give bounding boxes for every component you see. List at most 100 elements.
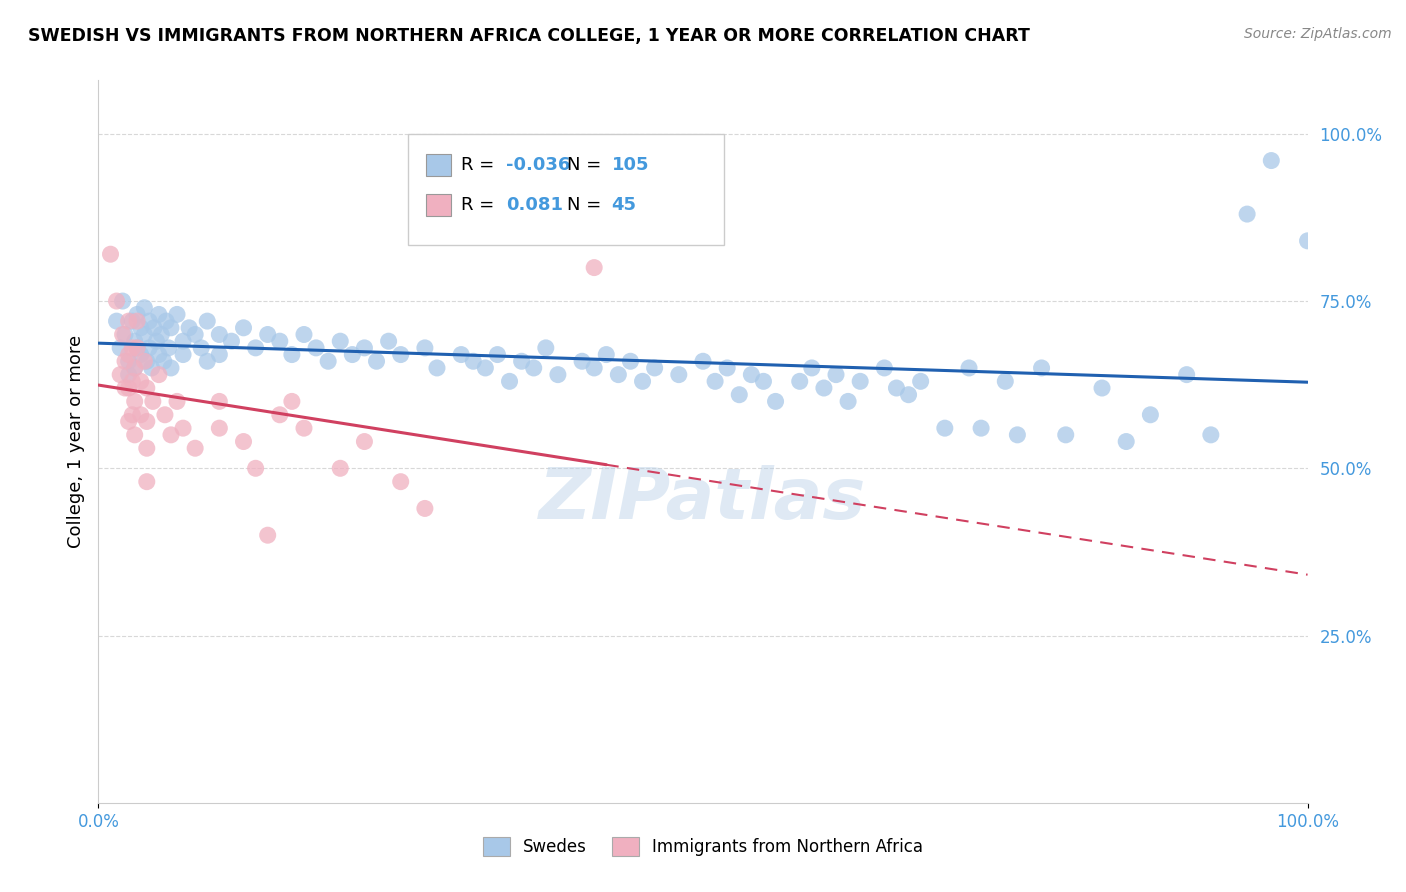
Point bbox=[463, 354, 485, 368]
Point bbox=[155, 314, 177, 328]
Point bbox=[970, 421, 993, 435]
Point bbox=[121, 341, 143, 355]
Point bbox=[121, 375, 143, 389]
Text: 105: 105 bbox=[612, 156, 650, 174]
Point bbox=[1236, 207, 1258, 221]
Point bbox=[172, 348, 194, 362]
Point bbox=[692, 354, 714, 368]
Point bbox=[269, 334, 291, 349]
Point bbox=[583, 361, 606, 376]
Point bbox=[138, 341, 160, 355]
Point bbox=[118, 381, 141, 395]
Point bbox=[886, 381, 908, 395]
Legend: Swedes, Immigrants from Northern Africa: Swedes, Immigrants from Northern Africa bbox=[477, 830, 929, 863]
Point bbox=[184, 442, 207, 455]
Point bbox=[837, 394, 859, 409]
Point bbox=[353, 434, 375, 449]
Point bbox=[148, 307, 170, 322]
Point bbox=[135, 381, 157, 395]
Point bbox=[1260, 153, 1282, 168]
Point bbox=[134, 301, 156, 315]
Point bbox=[172, 421, 194, 435]
Point bbox=[127, 341, 149, 355]
Text: R =: R = bbox=[461, 156, 501, 174]
Point bbox=[510, 354, 533, 368]
Text: R =: R = bbox=[461, 196, 501, 214]
Point bbox=[179, 321, 201, 335]
Point bbox=[595, 348, 617, 362]
Point bbox=[124, 334, 146, 349]
Point bbox=[897, 387, 920, 401]
Point bbox=[873, 361, 896, 376]
Point bbox=[184, 327, 207, 342]
Point bbox=[142, 394, 165, 409]
Point bbox=[1115, 434, 1137, 449]
Point bbox=[124, 427, 146, 442]
Point bbox=[486, 348, 509, 362]
Text: ZIPatlas: ZIPatlas bbox=[540, 465, 866, 533]
Point bbox=[1091, 381, 1114, 395]
Point bbox=[195, 314, 218, 328]
Point bbox=[813, 381, 835, 395]
Point bbox=[1054, 427, 1077, 442]
Text: SWEDISH VS IMMIGRANTS FROM NORTHERN AFRICA COLLEGE, 1 YEAR OR MORE CORRELATION C: SWEDISH VS IMMIGRANTS FROM NORTHERN AFRI… bbox=[28, 27, 1031, 45]
Point bbox=[547, 368, 569, 382]
Point bbox=[498, 375, 520, 389]
Point bbox=[129, 321, 152, 335]
Point bbox=[232, 321, 254, 335]
Point bbox=[124, 394, 146, 409]
Point bbox=[849, 375, 872, 389]
Point bbox=[1199, 427, 1222, 442]
Point bbox=[474, 361, 496, 376]
Point bbox=[389, 475, 412, 489]
Point bbox=[316, 354, 339, 368]
Point bbox=[145, 334, 167, 349]
Point bbox=[124, 361, 146, 376]
Point bbox=[704, 375, 727, 389]
Point bbox=[245, 341, 267, 355]
Point bbox=[118, 354, 141, 368]
Point bbox=[994, 375, 1017, 389]
Point bbox=[134, 354, 156, 368]
Point bbox=[114, 354, 136, 368]
Point bbox=[143, 321, 166, 335]
Point bbox=[269, 408, 291, 422]
Point bbox=[114, 381, 136, 395]
Point bbox=[825, 368, 848, 382]
Point bbox=[292, 327, 315, 342]
Point bbox=[413, 501, 436, 516]
Point bbox=[127, 314, 149, 328]
Point bbox=[100, 247, 122, 261]
Point bbox=[523, 361, 546, 376]
Point bbox=[153, 408, 176, 422]
Point bbox=[426, 361, 449, 376]
Point bbox=[1139, 408, 1161, 422]
Point bbox=[728, 387, 751, 401]
Point bbox=[740, 368, 762, 382]
Point bbox=[114, 327, 136, 342]
Point bbox=[389, 348, 412, 362]
Point bbox=[353, 341, 375, 355]
Y-axis label: College, 1 year or more: College, 1 year or more bbox=[66, 335, 84, 548]
Point bbox=[129, 408, 152, 422]
Point bbox=[716, 361, 738, 376]
Point bbox=[208, 348, 231, 362]
Point bbox=[141, 361, 163, 376]
Point bbox=[129, 375, 152, 389]
Point bbox=[118, 348, 141, 362]
Point bbox=[121, 314, 143, 328]
Point bbox=[195, 354, 218, 368]
Point bbox=[127, 307, 149, 322]
Point bbox=[118, 314, 141, 328]
Point bbox=[172, 334, 194, 349]
Point bbox=[148, 368, 170, 382]
Text: -0.036: -0.036 bbox=[506, 156, 571, 174]
Point bbox=[329, 334, 352, 349]
Point bbox=[129, 348, 152, 362]
Point bbox=[1175, 368, 1198, 382]
Point bbox=[160, 321, 183, 335]
Point bbox=[135, 442, 157, 455]
Point bbox=[138, 314, 160, 328]
Point bbox=[668, 368, 690, 382]
Point bbox=[160, 361, 183, 376]
